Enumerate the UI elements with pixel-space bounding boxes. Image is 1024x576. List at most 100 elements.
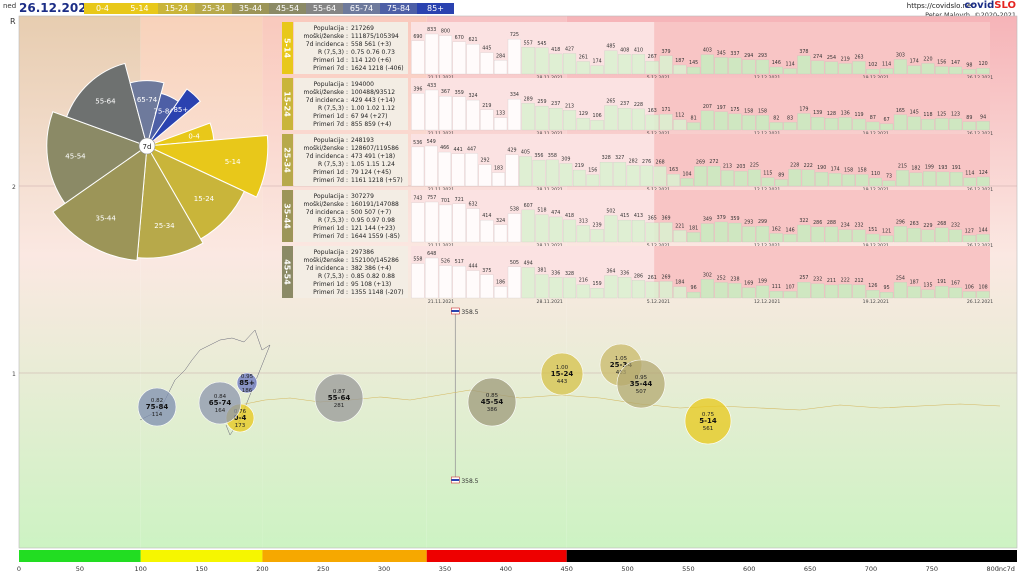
brand-logo: covidSLO <box>964 0 1016 11</box>
mini-bar <box>452 96 466 131</box>
mini-bar-value: 199 <box>925 165 934 171</box>
stat-sep: : <box>346 289 348 296</box>
mini-bar <box>618 108 632 131</box>
legend-85+[interactable]: 85+ <box>417 3 454 14</box>
bubble-r-label: 0.82 <box>151 398 163 404</box>
panel-tag <box>282 190 293 242</box>
mini-bar-value: 127 <box>965 228 974 234</box>
mini-bar-value: 427 <box>565 46 574 52</box>
mini-bar-value: 403 <box>703 48 712 54</box>
mini-bar <box>438 151 451 187</box>
stat-value: 1624 1218 (-406) <box>351 65 404 72</box>
mini-bar <box>687 232 701 243</box>
mini-bar <box>700 279 714 299</box>
mini-bar <box>734 171 748 187</box>
mini-bar-value: 158 <box>744 108 753 114</box>
mini-bar <box>936 171 950 187</box>
mini-bar-value: 337 <box>730 51 739 57</box>
mini-bar <box>976 234 990 243</box>
legend-35-44[interactable]: 35-44 <box>232 3 269 14</box>
bubble-name: 75-84 <box>146 403 169 411</box>
mini-bar-value: 133 <box>496 111 505 117</box>
stat-value: 128607/119586 <box>351 145 399 152</box>
mini-bar-value: 549 <box>427 139 436 145</box>
mini-bar <box>452 203 466 243</box>
mini-bar <box>700 110 714 131</box>
mini-bar-value: 191 <box>937 279 946 285</box>
y-tick-label: 2 <box>12 184 16 191</box>
mini-bar-value: 199 <box>758 279 767 285</box>
stat-sep: : <box>346 137 348 144</box>
legend-45-54[interactable]: 45-54 <box>269 3 306 14</box>
mini-bar-value: 261 <box>648 275 657 281</box>
mini-bar <box>756 115 770 131</box>
stat-key: Primeri 7d <box>313 65 344 72</box>
panel-tag-label: 45-54 <box>283 259 292 285</box>
bubble-inc: 186 <box>242 388 253 394</box>
panel-tag-label: 5-14 <box>283 38 292 58</box>
mini-bar-value: 111 <box>772 284 781 290</box>
legend-55-64[interactable]: 55-64 <box>306 3 343 14</box>
mini-bar-value: 379 <box>717 215 726 221</box>
mini-bar-value: 165 <box>896 108 905 114</box>
stat-sep: : <box>346 217 348 224</box>
legend-65-74[interactable]: 65-74 <box>343 3 380 14</box>
mini-bar-value: 211 <box>827 278 836 284</box>
mini-bar-value: 289 <box>524 96 533 102</box>
mini-bar <box>532 159 546 187</box>
stat-sep: : <box>346 113 348 120</box>
mini-bar <box>949 118 963 131</box>
bubble-inc: 173 <box>235 423 246 429</box>
mini-bar-value: 174 <box>593 59 602 65</box>
legend-0-4[interactable]: 0-4 <box>84 3 121 14</box>
mini-bar <box>921 118 935 131</box>
pie-slice-85+ <box>146 88 201 147</box>
mini-bar-value: 187 <box>675 58 684 64</box>
mini-bar-value: 128 <box>827 111 836 117</box>
mini-bar <box>801 169 815 187</box>
mini-bar <box>659 55 673 75</box>
mini-bar-value: 163 <box>669 167 678 173</box>
mini-bar <box>869 177 882 187</box>
mini-bar-value: 174 <box>831 166 840 172</box>
mini-bar <box>411 146 425 187</box>
stat-value: 121 144 (+23) <box>351 225 395 232</box>
mini-bar <box>667 174 680 187</box>
legend-5-14[interactable]: 5-14 <box>121 3 158 14</box>
mini-bar-value: 349 <box>703 217 712 223</box>
mini-bar-value: 284 <box>496 53 505 59</box>
mini-bar <box>714 282 728 299</box>
stat-sep: : <box>346 49 348 56</box>
mini-bar-value: 648 <box>427 251 436 257</box>
mini-bar-value: 538 <box>510 207 519 213</box>
stat-value: 558 561 (+3) <box>351 41 391 48</box>
bubble-15-24 <box>540 352 584 396</box>
mini-bar-value: 159 <box>593 281 602 287</box>
mini-bar-value: 158 <box>758 108 767 114</box>
panel-tag <box>282 134 293 186</box>
mini-bar-value: 381 <box>537 267 546 273</box>
date-label: 26.12.2021 <box>19 1 95 15</box>
mini-bar-value: 429 <box>507 148 516 154</box>
mini-bar-value: 259 <box>537 99 546 105</box>
legend-75-84[interactable]: 75-84 <box>380 3 417 14</box>
site-url[interactable]: https://covidslo.net <box>906 2 974 10</box>
mini-bar <box>645 281 659 299</box>
mini-bar <box>866 290 880 299</box>
legend-15-24[interactable]: 15-24 <box>158 3 195 14</box>
mini-bar <box>549 108 563 131</box>
mini-bar-value: 221 <box>675 223 684 229</box>
mini-bar <box>494 224 508 243</box>
mini-bar <box>645 222 659 243</box>
mini-bar-value: 232 <box>813 277 822 283</box>
mini-bar-value: 229 <box>923 223 932 229</box>
x-tick-label: 700 <box>865 565 877 573</box>
mini-bar <box>466 99 480 131</box>
mini-bar <box>586 174 600 187</box>
x-tick-label: 550 <box>682 565 694 573</box>
legend-25-34[interactable]: 25-34 <box>195 3 232 14</box>
mini-bar <box>480 274 494 299</box>
mini-bar-value: 336 <box>551 270 560 276</box>
mini-bar-value: 145 <box>689 60 698 66</box>
mini-bar-value: 73 <box>886 174 892 180</box>
